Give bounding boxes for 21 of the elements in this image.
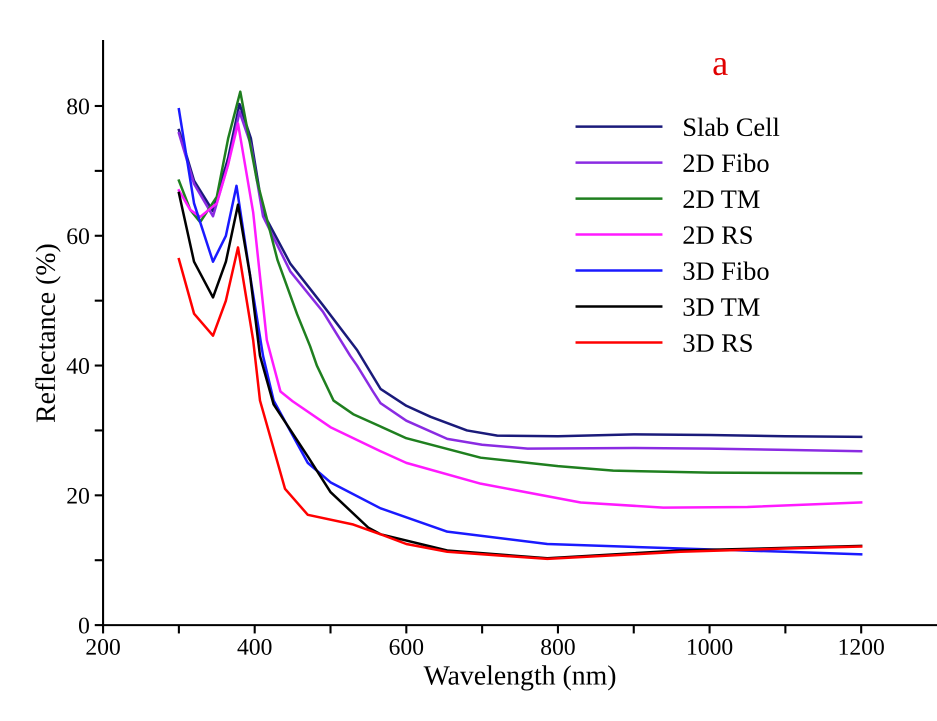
legend-label: Slab Cell [684,118,780,136]
x-tick-label: 200 [86,638,120,655]
legend-label: 2D Fibo [683,154,769,172]
y-tick-label: 20 [67,488,89,504]
y-tick-label: 60 [67,228,89,244]
y-tick-label: 80 [67,98,89,114]
annotation: a [713,58,728,76]
x-tick-label: 1000 [688,638,732,655]
legend-label: 3D TM [684,298,760,316]
legend-label: 2D TM [683,190,760,208]
x-tick-label: 800 [541,638,575,655]
x-tick-label: 600 [390,638,424,655]
y-tick-label: 40 [66,358,89,374]
y-tick-label: 0 [78,618,89,634]
x-axis-title: Wavelength (nm) [424,665,616,691]
legend-label: 3D RS [684,334,752,352]
legend-label: 3D Fibo [684,261,769,280]
x-tick-label: 1200 [840,638,884,655]
legend-label: 2D RS [683,226,752,244]
y-axis-title: Reflectance (%) [35,244,61,422]
x-tick-label: 400 [237,638,272,655]
